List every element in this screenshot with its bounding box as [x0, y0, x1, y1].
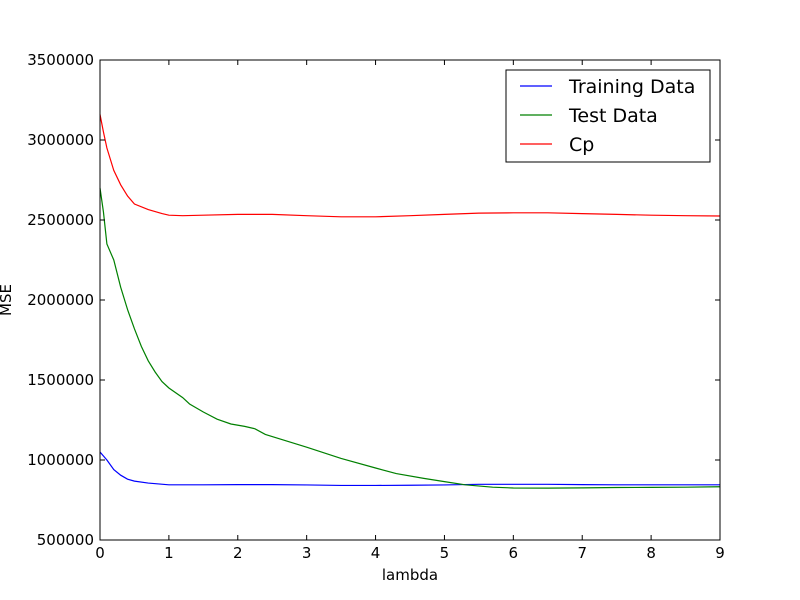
- y-tick-label: 3000000: [27, 131, 94, 149]
- legend: Training Data Test Data Cp: [505, 69, 711, 163]
- legend-label: Test Data: [568, 105, 658, 127]
- x-tick-label: 0: [95, 544, 105, 562]
- legend-label: Cp: [569, 134, 594, 156]
- x-tick-label: 9: [715, 544, 725, 562]
- y-axis-title: MSE: [0, 284, 15, 316]
- y-tick-label: 2500000: [27, 211, 94, 229]
- x-tick-label: 2: [233, 544, 243, 562]
- x-tick-label: 5: [440, 544, 450, 562]
- x-tick-label: 3: [302, 544, 312, 562]
- x-tick-label: 4: [371, 544, 381, 562]
- legend-box: [505, 69, 711, 163]
- series-layer: [99, 114, 721, 489]
- x-axis-title: lambda: [382, 566, 438, 584]
- tick-layer: 0 1 2 3 4 5 6 7 8 9 500000 1000000 1500000 2000000 250…: [27, 51, 725, 562]
- y-tick-label: 3500000: [27, 51, 94, 69]
- x-tick-label: 7: [577, 544, 587, 562]
- y-tick-label: 500000: [37, 531, 94, 549]
- y-tick-label: 1500000: [27, 371, 94, 389]
- x-tick-label: 8: [646, 544, 656, 562]
- y-tick-label: 1000000: [27, 451, 94, 469]
- series-line-cp: [99, 114, 721, 218]
- x-tick-label: 6: [509, 544, 519, 562]
- x-tick-label: 1: [164, 544, 174, 562]
- y-tick-label: 2000000: [27, 291, 94, 309]
- legend-label: Training Data: [568, 76, 695, 98]
- series-line-test-data: [99, 187, 721, 489]
- series-line-training-data: [99, 451, 720, 487]
